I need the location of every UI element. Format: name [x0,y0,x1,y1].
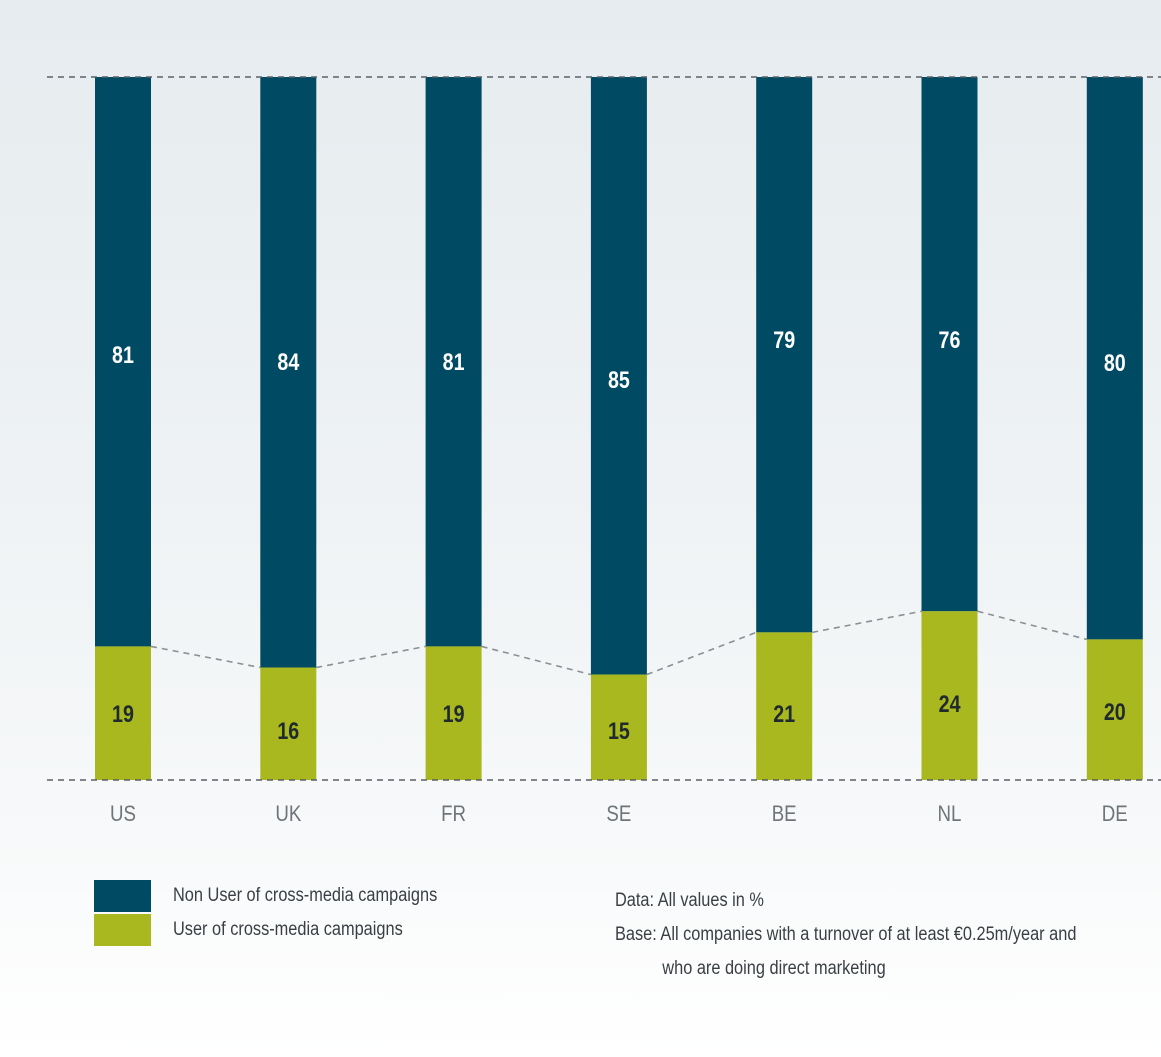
base-note-line-1: Base: All companies with a turnover of a… [615,924,1077,945]
connector-line-fr-se [481,645,592,676]
x-tick-label-uk: UK [275,803,301,827]
bar-non-user-se [590,77,647,675]
value-label-non-user-us: 81 [112,341,134,368]
chart-notes: Data: All values in % Base: All companie… [615,884,1152,986]
bar-user-nl [921,611,978,780]
bar-non-user-uk [260,77,317,668]
value-label-non-user-de: 80 [1104,349,1126,376]
bar-user-se [590,674,647,780]
connector-line-us-uk [150,645,261,669]
base-note-line-2: who are doing direct marketing [662,958,886,979]
bar-user-fr [425,646,482,780]
value-label-user-nl: 24 [939,690,962,717]
value-label-user-fr: 19 [443,700,465,727]
value-label-non-user-nl: 76 [939,326,961,353]
value-label-user-be: 21 [773,700,795,727]
stacked-bar-chart: 81 19 US 84 16 UK 81 19 FR 85 15 SE 79 21 BE 76 24 NL 80 20… [47,76,1161,827]
bar-non-user-us [95,77,151,647]
x-tick-label-se: SE [606,803,631,827]
connector-line-be-nl [812,610,922,634]
bar-user-uk [260,667,317,780]
bar-non-user-de [1086,77,1143,640]
value-label-user-de: 20 [1104,698,1126,725]
legend-swatch-user [94,914,151,946]
legend-label-non-user: Non User of cross-media campaigns [173,885,438,906]
value-label-user-us: 19 [112,700,134,727]
bar-non-user-nl [921,77,978,612]
x-tick-label-us: US [110,803,136,827]
x-tick-label-be: BE [772,803,797,827]
connector-line-se-be [646,631,757,676]
legend-swatch-non-user [94,880,151,912]
legend: Non User of cross-media campaigns User o… [94,880,480,948]
value-label-non-user-fr: 81 [443,348,465,375]
legend-item-non-user: Non User of cross-media campaigns [94,880,480,912]
legend-item-user: User of cross-media campaigns [94,914,480,946]
value-label-non-user-be: 79 [773,326,795,353]
connector-line-nl-de [977,610,1087,641]
bar-non-user-fr [425,77,482,647]
value-label-non-user-uk: 84 [277,348,300,375]
connector-line-uk-fr [316,645,426,669]
x-tick-label-fr: FR [441,803,466,827]
legend-label-user: User of cross-media campaigns [173,919,403,940]
x-tick-label-de: DE [1102,803,1128,827]
value-label-user-se: 15 [608,717,630,744]
bar-user-us [95,646,151,780]
data-note: Data: All values in % [615,890,764,911]
value-label-non-user-se: 85 [608,366,630,393]
bar-user-be [756,632,813,780]
value-label-user-uk: 16 [277,717,299,744]
bar-non-user-be [756,77,813,633]
x-tick-label-nl: NL [938,803,962,827]
bar-user-de [1086,639,1143,780]
